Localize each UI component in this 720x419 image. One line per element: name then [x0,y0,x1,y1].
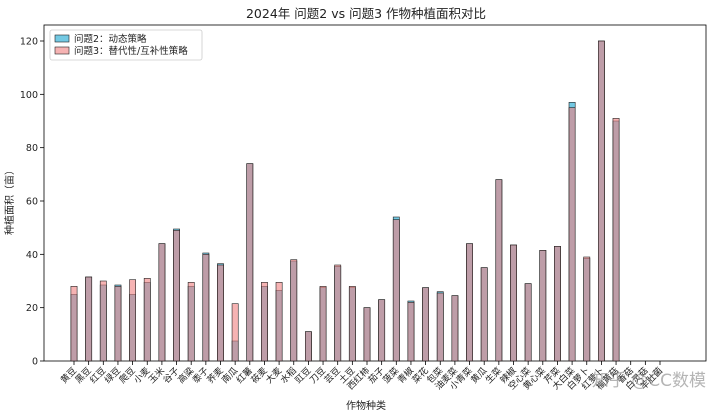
bar-series-2 [466,243,473,362]
y-axis: 0 20 40 60 80 100 120 [20,37,44,368]
bar-series-2 [539,250,547,362]
y-tick-label: 60 [26,197,38,208]
bar-series-2 [495,179,503,362]
y-tick-label: 100 [20,90,38,101]
bar-series-2 [422,287,429,362]
bar-series-2 [143,278,151,362]
bar-series-2 [173,230,180,362]
bar-series-2 [597,40,605,362]
bar-series-2 [407,302,415,362]
bar-series-2 [304,331,312,362]
x-axis-label: 作物种类 [346,399,386,412]
bar-series-2 [348,286,356,362]
bar-series-2 [583,256,591,362]
x-axis: 黄豆黑豆红豆绿豆爬豆小麦玉米谷子高粱黍子荞麦南瓜红薯莜麦大麦水稻豇豆刀豆芸豆土豆… [58,361,665,392]
bar-series-2 [524,283,532,362]
bar-series-2 [275,282,283,362]
legend-label: 问题2：动态策略 [74,33,147,45]
bar-series-2 [612,118,620,362]
bar-series-2 [290,259,298,362]
bar-series-2 [568,107,576,362]
legend-label: 问题3：替代性/互补性策略 [74,45,188,57]
chart-title: 2024年 问题2 vs 问题3 作物种植面积对比 [246,6,486,21]
bar-series-2 [114,286,122,362]
bar-series-2 [261,282,268,362]
watermark: 知乎 @CC数模 [591,371,706,391]
bar-series-2 [158,243,166,362]
bar-series-2 [480,267,488,362]
plot-frame [43,24,707,362]
bar-series-2 [378,299,386,362]
legend-box [49,29,203,61]
plot-area [43,24,707,362]
bar-series-2 [392,219,400,362]
x-tick-label: 黄豆 [58,365,79,386]
bar-series-2 [202,254,210,362]
bar-series-2 [319,286,327,362]
bar-series-2 [231,303,239,362]
y-tick-label: 20 [26,303,38,314]
y-tick-label: 40 [26,250,38,261]
bar-series-2 [187,282,195,362]
y-tick-label: 120 [20,37,38,48]
bar-series-2 [554,246,561,362]
bar-series-2 [363,307,371,362]
legend-swatch [54,34,70,43]
bar-series-2 [217,264,224,362]
y-tick-label: 80 [26,143,38,154]
bar-series-2 [85,276,93,362]
bar-series-2 [246,163,254,362]
bar-series-2 [99,280,107,362]
legend-swatch [54,46,70,55]
bar-series-2 [510,244,517,362]
y-axis-label: 种植面积（亩） [3,165,16,235]
bar-series-2 [436,292,444,362]
bar-series-2 [70,286,78,362]
bar-series-2 [451,295,459,362]
y-tick-label: 0 [32,357,38,368]
bar-series-2 [129,279,136,362]
bar-series-2 [334,264,342,362]
